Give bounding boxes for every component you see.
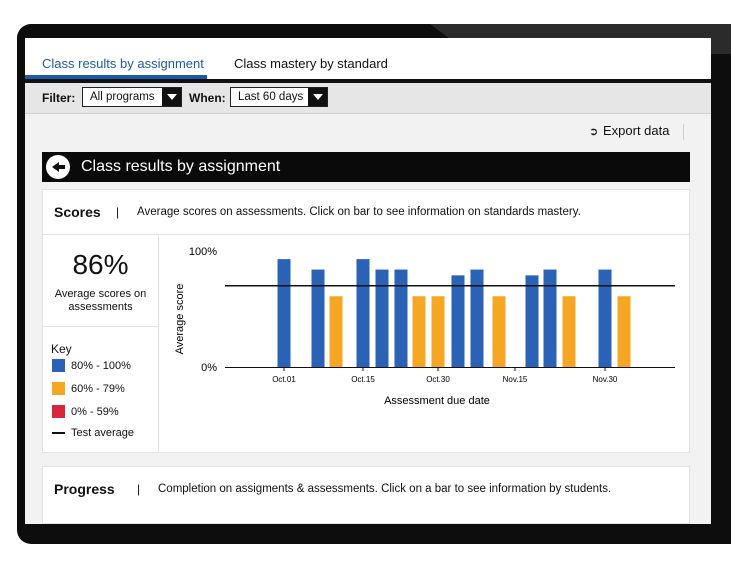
x-tick-label: Oct.30 — [426, 375, 450, 384]
progress-card: Progress | Completion on assigments & as… — [42, 466, 690, 524]
y-tick-label: 0% — [201, 362, 217, 374]
section-title: Class results by assignment — [81, 158, 281, 175]
export-icon: ➲ — [589, 126, 599, 138]
y-tick-label: 100% — [189, 246, 217, 258]
key-label: 80% - 100% — [71, 360, 131, 372]
average-line-swatch — [52, 432, 65, 434]
app-screen: Class results by assignment Class master… — [25, 38, 711, 524]
chevron-down-icon — [162, 88, 181, 106]
toolbar-divider — [683, 124, 684, 140]
program-select-value: All programs — [90, 91, 155, 103]
chart-bar[interactable] — [311, 269, 325, 367]
chart-bar[interactable] — [451, 275, 465, 367]
tab-bar: Class results by assignment Class master… — [25, 38, 711, 80]
key-divider — [43, 326, 158, 327]
key-label: 0% - 59% — [71, 406, 119, 418]
key-label: Test average — [71, 427, 134, 439]
scores-bar-chart: Average score Assessment due date 100% 0… — [174, 246, 675, 407]
when-label: When: — [189, 91, 226, 105]
red-swatch — [52, 405, 65, 418]
scores-description: Average scores on assessments. Click on … — [137, 206, 581, 218]
x-tick-label: Nov.30 — [593, 375, 618, 384]
blue-swatch — [52, 359, 65, 372]
average-score-label: Average scores on assessments — [54, 288, 147, 313]
chart-bar[interactable] — [470, 269, 484, 367]
chart-bar[interactable] — [598, 269, 612, 367]
column-divider — [158, 234, 159, 452]
chevron-down-icon — [308, 88, 327, 106]
y-axis-title: Average score — [174, 284, 186, 355]
chart-bar[interactable] — [617, 296, 631, 367]
average-score-value: 86% — [72, 249, 129, 280]
export-data-label: Export data — [603, 123, 670, 138]
filter-bar: Filter: All programs When: Last 60 days — [25, 83, 711, 114]
tab-bar-divider — [25, 79, 711, 83]
key-title: Key — [51, 342, 72, 356]
date-range-select[interactable]: Last 60 days — [230, 87, 328, 107]
chart-bar[interactable] — [562, 296, 576, 367]
scores-card: Scores | Average scores on assessments. … — [42, 189, 690, 453]
key-label: 60% - 79% — [71, 383, 125, 395]
chart-bar[interactable] — [375, 269, 389, 367]
x-tick-label: Oct.15 — [351, 375, 375, 384]
export-data-button[interactable]: ➲ Export data — [589, 123, 670, 138]
tab-class-results[interactable]: Class results by assignment — [42, 56, 204, 71]
x-tick-label: Oct.01 — [272, 375, 296, 384]
progress-description: Completion on assigments & assessments. … — [158, 483, 612, 495]
chart-bar[interactable] — [525, 275, 539, 367]
date-range-select-value: Last 60 days — [238, 91, 304, 103]
title-separator: | — [137, 482, 141, 496]
x-tick-label: Nov.15 — [503, 375, 528, 384]
tab-class-mastery[interactable]: Class mastery by standard — [234, 56, 388, 71]
chart-bar[interactable] — [492, 296, 506, 367]
card-divider — [43, 234, 689, 235]
section-header: Class results by assignment — [42, 152, 690, 182]
title-separator: | — [116, 205, 120, 219]
chart-bar[interactable] — [356, 259, 370, 367]
chart-bar[interactable] — [329, 296, 343, 367]
orange-swatch — [52, 382, 65, 395]
chart-bar[interactable] — [394, 269, 408, 367]
scores-title: Scores — [54, 204, 101, 220]
program-select[interactable]: All programs — [82, 87, 182, 107]
progress-title: Progress — [54, 481, 115, 497]
x-axis-title: Assessment due date — [384, 395, 490, 407]
chart-bar[interactable] — [431, 296, 445, 367]
chart-bar[interactable] — [277, 259, 291, 367]
active-tab-indicator — [25, 75, 207, 79]
chart-bar[interactable] — [543, 269, 557, 367]
filter-label: Filter: — [42, 91, 76, 105]
card-divider — [43, 523, 689, 524]
arrow-left-icon[interactable] — [46, 155, 70, 179]
chart-bar[interactable] — [412, 296, 426, 367]
